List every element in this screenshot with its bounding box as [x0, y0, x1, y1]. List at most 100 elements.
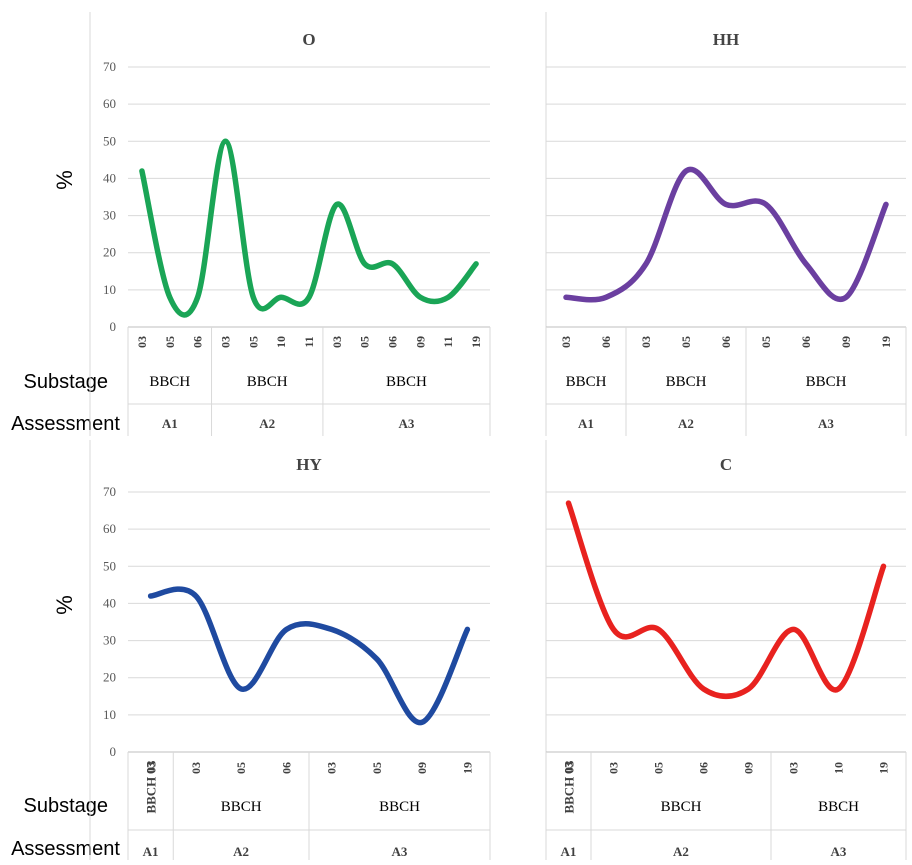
assessment-label: A3 [399, 416, 415, 431]
assessment-label: A1 [578, 416, 594, 431]
percent-label-top: % [52, 170, 77, 190]
y-tick-label: 0 [110, 744, 117, 759]
substage-label: BBCH [221, 799, 262, 815]
assessment-label-bottom: Assessment [11, 838, 120, 860]
x-tick-label: 03 [639, 336, 653, 348]
x-tick-label: 05 [759, 336, 773, 348]
x-tick-label: 19 [877, 762, 891, 774]
y-tick-label: 60 [103, 96, 116, 111]
x-tick-label: 06 [386, 336, 400, 348]
substage-label-bottom: Substage [23, 795, 108, 817]
chart-title: O [302, 30, 315, 49]
series-line [565, 500, 887, 700]
x-tick-label: 03 [559, 336, 573, 348]
x-tick-label: 10 [274, 336, 288, 348]
assessment-label: A1 [561, 844, 577, 859]
substage-label: BBCH [247, 374, 288, 390]
assessment-label: A3 [831, 844, 847, 859]
x-tick-label: 06 [191, 336, 205, 348]
charts: O 0 10 20 30 40 50 60 70 03 05 06 03 05 10 11 03 05 06 09 11… [89, 12, 907, 860]
x-tick-label: 06 [697, 762, 711, 774]
assessment-label-top: Assessment [11, 413, 120, 435]
x-tick-label: 05 [652, 762, 666, 774]
x-tick-label: 03 [189, 762, 203, 774]
chart-title: HH [713, 30, 739, 49]
series-line [147, 586, 471, 726]
x-tick-label: 05 [163, 336, 177, 348]
x-tick-label: 06 [799, 336, 813, 348]
percent-label-bottom: % [52, 595, 77, 615]
assessment-label: A2 [678, 416, 694, 431]
x-tick-label: 03 [325, 762, 339, 774]
y-tick-label: 30 [103, 208, 116, 223]
substage-label: BBCH [661, 799, 702, 815]
x-tick-label: 09 [839, 336, 853, 348]
x-tick-label: 03 [144, 762, 158, 774]
x-tick-label: 06 [719, 336, 733, 348]
series-line [563, 166, 889, 303]
chart-title: C [720, 455, 732, 474]
chart-panel-c: C 03 03 05 06 09 03 10 19 BBCH 03 BBCH BBCH A1 A2 A3 [545, 440, 907, 860]
substage-label: BBCH [806, 374, 847, 390]
x-tick-label: 03 [330, 336, 344, 348]
x-tick-label: 11 [441, 336, 455, 347]
x-tick-label: 03 [607, 762, 621, 774]
x-tick-label: 03 [218, 336, 232, 348]
substage-label: BBCH [818, 799, 859, 815]
x-tick-label: 06 [279, 762, 293, 774]
x-tick-label: 05 [679, 336, 693, 348]
y-tick-label: 0 [110, 319, 117, 334]
x-tick-label: 05 [246, 336, 260, 348]
y-tick-label: 40 [103, 170, 116, 185]
substage-label: BBCH 03 [562, 760, 577, 814]
assessment-label: A3 [818, 416, 834, 431]
assessment-label: A2 [233, 844, 249, 859]
y-tick-label: 10 [103, 707, 116, 722]
x-tick-label: 05 [358, 336, 372, 348]
x-tick-label: 10 [832, 762, 846, 774]
x-tick-label: 05 [370, 762, 384, 774]
x-tick-label: 19 [469, 336, 483, 348]
substage-label: BBCH [149, 374, 190, 390]
substage-label: BBCH [386, 374, 427, 390]
x-tick-label: 03 [135, 336, 149, 348]
substage-label-top: Substage [23, 371, 108, 393]
x-tick-label: 19 [460, 762, 474, 774]
y-tick-label: 60 [103, 521, 116, 536]
y-tick-label: 20 [103, 245, 116, 260]
x-tick-label: 19 [879, 336, 893, 348]
x-tick-label: 11 [302, 336, 316, 347]
x-tick-label: 09 [413, 336, 427, 348]
y-tick-label: 40 [103, 595, 116, 610]
substage-label: BBCH 03 [144, 760, 159, 814]
substage-label: BBCH [666, 374, 707, 390]
assessment-label: A1 [162, 416, 178, 431]
y-tick-label: 10 [103, 282, 116, 297]
x-tick-label: 03 [562, 762, 576, 774]
y-tick-label: 30 [103, 633, 116, 648]
chart-panel-o: O 0 10 20 30 40 50 60 70 03 05 06 03 05 10 11 03 05 06 09 11… [89, 12, 491, 436]
chart-title: HY [296, 455, 322, 474]
y-tick-label: 70 [103, 484, 116, 499]
y-tick-label: 50 [103, 133, 116, 148]
substage-label: BBCH [566, 374, 607, 390]
x-tick-label: 05 [234, 762, 248, 774]
assessment-label: A2 [259, 416, 275, 431]
series-line [139, 138, 479, 318]
x-tick-label: 06 [599, 336, 613, 348]
chart-panel-hh: HH 03 06 03 05 06 05 06 09 19 BBCH BBCH BBCH A1 A2 A3 [545, 12, 907, 436]
substage-label: BBCH [379, 799, 420, 815]
y-tick-label: 50 [103, 558, 116, 573]
y-tick-label: 70 [103, 59, 116, 74]
y-tick-label: 20 [103, 670, 116, 685]
x-tick-label: 03 [787, 762, 801, 774]
x-tick-label: 09 [742, 762, 756, 774]
row-labels: % Substage Assessment % Substage Assessm… [11, 170, 120, 860]
assessment-label: A1 [143, 844, 159, 859]
chart-panel-hy: HY 0 10 20 30 40 50 60 70 03 03 05 06 03 05 09 19 BBCH 03… [89, 440, 491, 860]
x-tick-label: 09 [415, 762, 429, 774]
assessment-label: A3 [392, 844, 408, 859]
assessment-label: A2 [673, 844, 689, 859]
